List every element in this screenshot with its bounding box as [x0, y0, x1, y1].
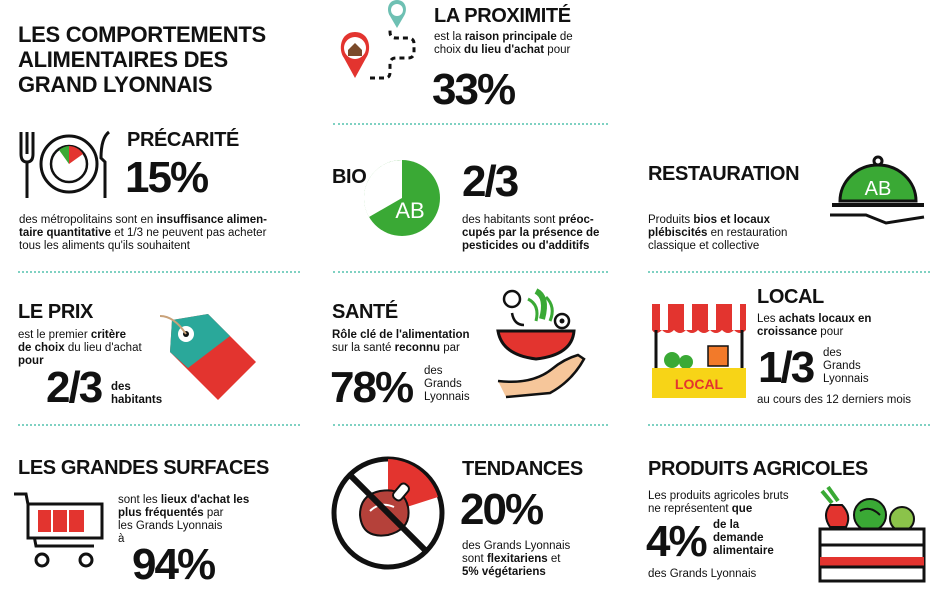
restauration-text: Produits bios et locaux plébiscités en r… — [648, 214, 788, 252]
shopping-cart-icon — [14, 492, 104, 568]
precarite-text: des métropolitains sont en insuffisance … — [19, 214, 268, 252]
grandes-surfaces-value: 94% — [132, 540, 216, 589]
price-tag-icon — [159, 314, 256, 400]
sante-text: Rôle clé de l'alimentation sur la santé … — [332, 329, 470, 354]
grandes-surfaces-heading: LES GRANDES SURFACES — [18, 457, 269, 479]
divider — [333, 271, 608, 273]
prix-subtext: des habitants — [111, 381, 163, 406]
grandes-surfaces-text: sont les lieux d'achat les plus fréquent… — [118, 494, 250, 545]
serving-cloche-icon: AB — [830, 155, 925, 225]
stall-label: LOCAL — [675, 376, 724, 392]
prix-heading: LE PRIX — [18, 301, 93, 323]
plate-cutlery-icon — [19, 130, 110, 198]
tendances-heading: TENDANCES — [462, 458, 583, 480]
produits-agricoles-footnote: des Grands Lyonnais — [648, 568, 757, 580]
divider — [18, 424, 300, 426]
bio-text: des habitants sont préoc- cupés par la p… — [462, 214, 600, 252]
divider — [648, 424, 930, 426]
precarite-value: 15% — [125, 153, 209, 202]
proximite-value: 33% — [432, 65, 516, 114]
proximite-text: est la raison principale de choix du lie… — [434, 31, 573, 56]
tendances-text: des Grands Lyonnais sont flexitariens et… — [462, 540, 571, 578]
ab-label: AB — [395, 198, 424, 223]
proximite-heading: LA PROXIMITÉ — [434, 5, 571, 27]
map-pin-icon — [340, 0, 416, 80]
prix-text: est le premier critère de choix du lieu … — [18, 329, 142, 367]
prix-value: 2/3 — [46, 363, 103, 412]
no-meat-icon — [331, 456, 445, 570]
sante-value: 78% — [330, 363, 414, 412]
bio-heading: BIO — [332, 166, 367, 188]
sante-subtext: des Grands Lyonnais — [424, 365, 470, 403]
bio-pie-icon: AB — [363, 159, 440, 236]
vegetable-crate-icon — [818, 485, 926, 583]
divider — [18, 271, 300, 273]
produits-agricoles-heading: PRODUITS AGRICOLES — [648, 458, 868, 480]
produits-agricoles-value: 4% — [646, 517, 708, 566]
bio-value: 2/3 — [462, 157, 519, 206]
local-footnote: au cours des 12 derniers mois — [757, 394, 912, 406]
divider — [648, 271, 930, 273]
local-heading: LOCAL — [757, 286, 824, 308]
salad-hand-icon — [496, 288, 586, 399]
local-value: 1/3 — [758, 343, 815, 392]
page-title: LES COMPORTEMENTS ALIMENTAIRES DES GRAND… — [18, 22, 266, 97]
divider — [333, 123, 608, 125]
divider — [333, 424, 608, 426]
local-text: Les achats locaux en croissance pour — [757, 313, 872, 338]
produits-agricoles-subtext: de la demande alimentaire — [713, 519, 774, 557]
precarite-heading: PRÉCARITÉ — [127, 129, 239, 151]
produits-agricoles-text: Les produits agricoles bruts ne représen… — [648, 490, 789, 515]
local-subtext: des Grands Lyonnais — [823, 347, 869, 385]
sante-heading: SANTÉ — [332, 301, 398, 323]
tendances-value: 20% — [460, 485, 544, 534]
ab-label: AB — [865, 178, 892, 200]
restauration-heading: RESTAURATION — [648, 163, 800, 185]
market-stall-icon: LOCAL — [652, 304, 746, 398]
